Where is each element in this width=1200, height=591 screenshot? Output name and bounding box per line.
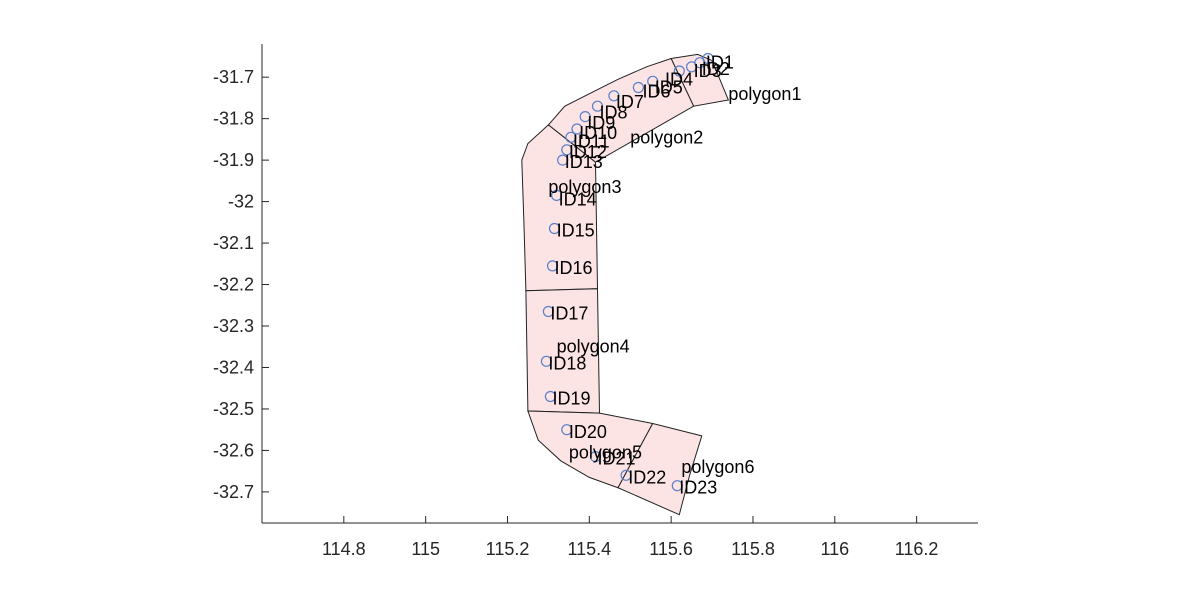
point-label-2: ID2 [702,59,730,79]
x-tick-label: 114.8 [322,539,366,559]
x-tick-label: 116 [820,539,849,559]
polygon-label-3: polygon3 [548,177,621,197]
point-marker-16 [546,260,559,272]
y-tick-label: -32.3 [213,316,254,336]
axes: 114.8 115 115.2 115.4 115.6 115.8 116 116.2 -31.… [213,44,978,559]
y-tick-label: -32.6 [213,440,254,460]
point-label-11: ID11 [573,132,610,152]
y-tick-label: -31.7 [213,67,254,87]
point-marker-11 [565,131,577,143]
point-label-10: ID10 [579,123,617,143]
point-marker-19 [544,390,557,403]
point-marker-21 [589,451,602,463]
point-marker-20 [561,424,573,436]
x-tick-label: 116.2 [895,539,939,559]
x-tick-label: 115.2 [486,539,530,559]
label-layer: ID1ID2ID3ID4ID5ID6ID7ID8ID9ID10ID11ID12I… [548,53,801,498]
y-tick-label: -32 [228,192,254,212]
polygon-layer [521,53,730,516]
y-tick-label: -32.4 [213,358,254,378]
x-tick-label: 115.6 [649,539,693,559]
point-label-4: ID4 [665,69,693,89]
y-tick-label: -31.9 [213,150,254,170]
point-marker-17 [542,305,555,318]
marker-layer [540,52,714,492]
point-marker-12 [561,144,573,156]
point-label-22: ID22 [628,467,666,487]
point-label-1: ID1 [706,53,734,73]
y-tick-label: -31.8 [213,109,254,129]
point-label-20: ID20 [569,422,607,442]
polygon-label-5: polygon5 [569,443,642,463]
point-label-5: ID5 [655,78,683,98]
point-label-15: ID15 [557,221,595,241]
point-marker-8 [591,100,604,112]
point-label-7: ID7 [616,92,644,112]
point-marker-5 [647,75,659,87]
point-marker-13 [557,154,569,166]
y-tick-label: -32.7 [213,482,254,502]
point-marker-22 [620,469,632,481]
y-tick-label: -32.2 [213,275,254,295]
point-marker-6 [632,81,645,94]
polygon-label-2: polygon2 [630,127,703,147]
polygon-shape-3 [521,124,599,292]
polygon-label-1: polygon1 [728,84,801,104]
point-marker-15 [548,222,561,235]
point-label-14: ID14 [559,190,597,210]
point-marker-4 [673,65,685,77]
x-tick-label: 115 [411,539,440,559]
point-label-16: ID16 [555,258,593,278]
point-marker-14 [550,189,563,201]
point-label-3: ID3 [694,61,722,81]
y-tick-label: -32.1 [213,233,254,253]
polygon-shape-6 [617,422,703,516]
polygon-shape-5 [527,410,654,489]
point-marker-7 [608,90,620,102]
point-marker-18 [540,355,553,367]
x-tick-label: 115.4 [567,539,611,559]
x-tick-label: 115.8 [731,539,775,559]
point-marker-23 [671,480,683,492]
polygon-label-4: polygon4 [557,337,630,357]
point-label-17: ID17 [550,304,588,324]
point-marker-10 [571,123,583,135]
polygon-label-6: polygon6 [681,457,754,477]
y-tick-label: -32.5 [213,399,254,419]
point-label-19: ID19 [553,389,591,409]
point-marker-3 [685,61,698,73]
point-marker-9 [579,110,591,123]
point-label-13: ID13 [565,152,603,172]
point-label-8: ID8 [600,102,628,122]
point-label-9: ID9 [587,113,615,133]
point-label-12: ID12 [569,142,607,162]
point-label-21: ID21 [598,449,636,469]
point-label-6: ID6 [643,82,671,102]
point-label-18: ID18 [548,353,586,373]
point-label-23: ID23 [679,478,717,498]
